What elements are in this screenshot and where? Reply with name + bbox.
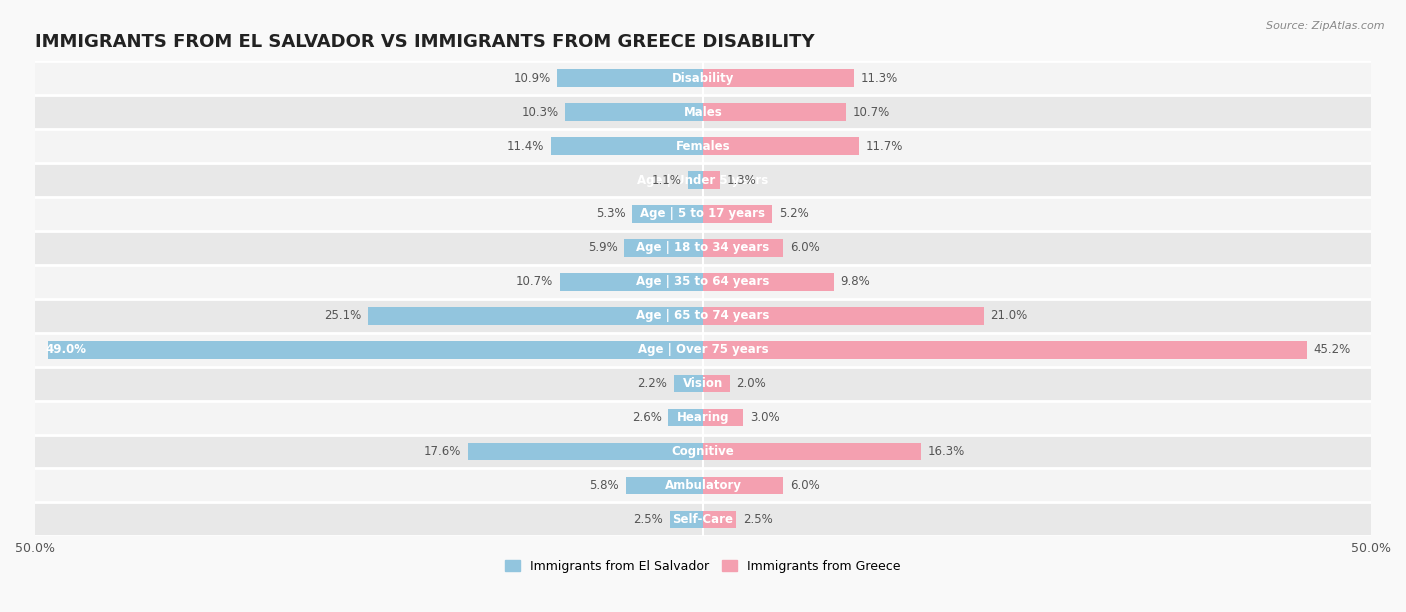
Bar <box>35 129 1371 163</box>
Text: Cognitive: Cognitive <box>672 445 734 458</box>
Text: 11.7%: 11.7% <box>866 140 904 152</box>
Bar <box>35 95 1371 129</box>
Text: Source: ZipAtlas.com: Source: ZipAtlas.com <box>1267 21 1385 31</box>
Bar <box>703 477 783 494</box>
Bar <box>367 307 703 324</box>
Bar <box>703 307 984 324</box>
Text: Disability: Disability <box>672 72 734 84</box>
Text: 2.0%: 2.0% <box>737 377 766 390</box>
Text: 45.2%: 45.2% <box>1313 343 1351 356</box>
Bar <box>703 171 720 189</box>
Bar <box>669 510 703 528</box>
Text: 21.0%: 21.0% <box>990 309 1028 323</box>
Bar <box>48 341 703 359</box>
Text: Males: Males <box>683 106 723 119</box>
Bar <box>35 197 1371 231</box>
Text: 2.5%: 2.5% <box>744 513 773 526</box>
Text: 1.1%: 1.1% <box>652 174 682 187</box>
Text: 6.0%: 6.0% <box>790 479 820 492</box>
Text: 2.6%: 2.6% <box>631 411 662 424</box>
Text: 2.5%: 2.5% <box>633 513 662 526</box>
Bar <box>468 442 703 460</box>
Bar <box>35 502 1371 536</box>
Text: Vision: Vision <box>683 377 723 390</box>
Text: Age | 18 to 34 years: Age | 18 to 34 years <box>637 241 769 255</box>
Bar <box>557 69 703 87</box>
Text: IMMIGRANTS FROM EL SALVADOR VS IMMIGRANTS FROM GREECE DISABILITY: IMMIGRANTS FROM EL SALVADOR VS IMMIGRANT… <box>35 34 814 51</box>
Text: 11.3%: 11.3% <box>860 72 898 84</box>
Text: 9.8%: 9.8% <box>841 275 870 288</box>
Bar <box>703 239 783 256</box>
Text: 10.7%: 10.7% <box>516 275 554 288</box>
Bar <box>673 375 703 392</box>
Text: 1.3%: 1.3% <box>727 174 756 187</box>
Text: Ambulatory: Ambulatory <box>665 479 741 492</box>
Bar <box>703 375 730 392</box>
Bar <box>560 273 703 291</box>
Bar <box>703 409 744 427</box>
Text: 10.3%: 10.3% <box>522 106 558 119</box>
Bar <box>703 273 834 291</box>
Text: Age | 35 to 64 years: Age | 35 to 64 years <box>637 275 769 288</box>
Text: 49.0%: 49.0% <box>45 343 87 356</box>
Text: 6.0%: 6.0% <box>790 241 820 255</box>
Bar <box>703 442 921 460</box>
Bar <box>35 468 1371 502</box>
Text: Hearing: Hearing <box>676 411 730 424</box>
Text: 3.0%: 3.0% <box>749 411 779 424</box>
Bar <box>689 171 703 189</box>
Bar <box>551 137 703 155</box>
Bar <box>703 205 772 223</box>
Text: 17.6%: 17.6% <box>423 445 461 458</box>
Text: 5.9%: 5.9% <box>588 241 617 255</box>
Bar <box>35 61 1371 95</box>
Text: 25.1%: 25.1% <box>323 309 361 323</box>
Bar <box>35 435 1371 468</box>
Text: Age | 5 to 17 years: Age | 5 to 17 years <box>641 207 765 220</box>
Text: 5.2%: 5.2% <box>779 207 808 220</box>
Bar <box>633 205 703 223</box>
Text: Self-Care: Self-Care <box>672 513 734 526</box>
Legend: Immigrants from El Salvador, Immigrants from Greece: Immigrants from El Salvador, Immigrants … <box>505 560 901 573</box>
Bar <box>35 401 1371 435</box>
Text: 16.3%: 16.3% <box>928 445 965 458</box>
Text: 2.2%: 2.2% <box>637 377 666 390</box>
Bar <box>35 265 1371 299</box>
Bar <box>668 409 703 427</box>
Bar <box>35 231 1371 265</box>
Text: Age | Under 5 years: Age | Under 5 years <box>637 174 769 187</box>
Text: 11.4%: 11.4% <box>506 140 544 152</box>
Bar <box>624 239 703 256</box>
Bar <box>35 163 1371 197</box>
Bar <box>626 477 703 494</box>
Text: 5.8%: 5.8% <box>589 479 619 492</box>
Bar <box>703 137 859 155</box>
Bar <box>35 333 1371 367</box>
Text: Females: Females <box>676 140 730 152</box>
Bar <box>703 103 846 121</box>
Text: 5.3%: 5.3% <box>596 207 626 220</box>
Text: Age | Over 75 years: Age | Over 75 years <box>638 343 768 356</box>
Bar <box>703 69 853 87</box>
Bar <box>703 341 1306 359</box>
Bar <box>565 103 703 121</box>
Bar <box>35 367 1371 401</box>
Bar <box>703 510 737 528</box>
Text: 10.9%: 10.9% <box>513 72 551 84</box>
Text: Age | 65 to 74 years: Age | 65 to 74 years <box>637 309 769 323</box>
Text: 10.7%: 10.7% <box>852 106 890 119</box>
Bar <box>35 299 1371 333</box>
